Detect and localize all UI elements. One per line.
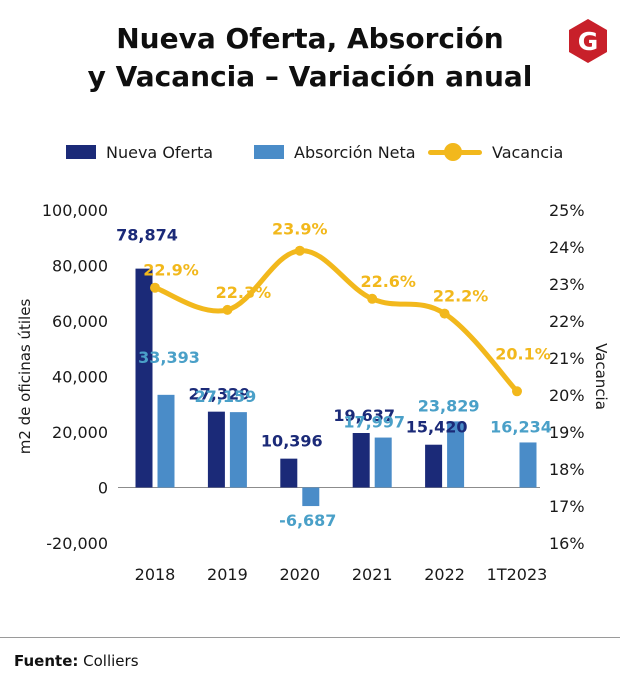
bar-absorcion-neta	[374, 437, 392, 488]
data-label-absorcion-neta: 23,829	[418, 396, 480, 415]
vacancia-point	[367, 293, 378, 304]
legend-label-nueva-oferta: Nueva Oferta	[106, 142, 214, 162]
bar-nueva-oferta	[207, 411, 225, 488]
bar-absorcion-neta	[519, 442, 537, 488]
data-label-nueva-oferta: 10,396	[261, 432, 323, 451]
data-label-absorcion-neta: 16,234	[490, 417, 552, 436]
y-tick-label: 80,000	[52, 257, 108, 276]
bar-absorcion-neta	[302, 487, 320, 507]
data-label-vacancia: 23.9%	[272, 220, 328, 239]
legend-swatch-vacancia	[428, 143, 482, 161]
chart-area: 100,000 80,000 60,000 40,000 20,000 0 -20,000 2…	[16, 201, 610, 584]
data-label-nueva-oferta: 27,329	[189, 385, 251, 404]
data-label-absorcion-neta: 33,393	[138, 348, 200, 367]
source-note: Fuente: Colliers	[14, 652, 139, 670]
source-value: Colliers	[83, 652, 139, 670]
data-label-vacancia: 22.2%	[433, 287, 489, 306]
x-tick-label: 1T2023	[487, 565, 548, 584]
legend-item-vacancia: Vacancia	[428, 140, 563, 164]
legend-item-absorcion-neta: Absorción Neta	[254, 140, 416, 164]
legend-item-nueva-oferta: Nueva Oferta	[66, 140, 213, 164]
y2-tick-label: 17%	[549, 497, 585, 516]
y-tick-label: 0	[98, 479, 108, 498]
y2-tick-label: 25%	[549, 201, 585, 220]
y-tick-label: 20,000	[52, 423, 108, 442]
bar-absorcion-neta	[229, 412, 247, 488]
data-label-nueva-oferta: 19,637	[333, 406, 395, 425]
data-label-absorcion-neta: -6,687	[279, 511, 336, 530]
x-tick-label: 2021	[352, 565, 393, 584]
y2-tick-label: 24%	[549, 238, 585, 257]
data-label-absorcion-neta: 17,997	[343, 413, 405, 432]
bar-absorcion-neta	[447, 421, 465, 488]
data-label-nueva-oferta: 78,874	[116, 226, 178, 245]
logo-letter: G	[578, 27, 599, 56]
y2-tick-label: 16%	[549, 534, 585, 553]
vacancia-point	[150, 282, 160, 293]
y2-tick-label: 19%	[549, 423, 585, 442]
brand-logo-icon: G	[569, 19, 607, 63]
data-label-absorcion-neta: 27,159	[195, 387, 257, 406]
y-tick-label: 60,000	[52, 312, 108, 331]
x-tick-label: 2019	[207, 565, 248, 584]
y-tick-label: -20,000	[46, 534, 108, 553]
bar-nueva-oferta	[135, 268, 153, 488]
y2-tick-label: 23%	[549, 275, 585, 294]
y2-axis-title: Vacancia	[592, 343, 610, 410]
x-tick-label: 2022	[424, 565, 465, 584]
chart-title-line2: y Vacancia – Variación anual	[87, 60, 533, 93]
chart-title: Nueva Oferta, Absorción y Vacancia – Var…	[0, 20, 620, 96]
legend-label-vacancia: Vacancia	[492, 142, 564, 162]
data-label-vacancia: 22.6%	[360, 272, 416, 291]
x-tick-label: 2020	[279, 565, 320, 584]
bar-nueva-oferta	[425, 444, 443, 488]
vacancia-point	[512, 386, 522, 397]
vacancia-point	[222, 304, 233, 315]
data-label-vacancia: 22.9%	[143, 261, 199, 280]
y2-tick-label: 22%	[549, 312, 585, 331]
chart-legend: Nueva Oferta Absorción Neta Vacancia	[0, 140, 620, 164]
legend-label-absorcion-neta: Absorción Neta	[294, 142, 416, 162]
legend-swatch-nueva-oferta	[66, 145, 96, 159]
logo-hexagon	[569, 19, 607, 63]
y2-tick-label: 20%	[549, 386, 585, 405]
source-label: Fuente:	[14, 652, 79, 670]
y-tick-label: 40,000	[52, 368, 108, 387]
bar-nueva-oferta	[352, 433, 370, 488]
chart-title-line1: Nueva Oferta, Absorción	[116, 22, 504, 55]
bar-nueva-oferta	[280, 458, 298, 488]
vacancia-line	[152, 248, 520, 394]
data-label-nueva-oferta: 15,420	[406, 418, 468, 437]
legend-swatch-absorcion-neta	[254, 145, 284, 159]
vacancia-point	[439, 308, 450, 319]
data-label-vacancia: 20.1%	[495, 344, 551, 363]
vacancia-point	[294, 245, 305, 256]
data-label-vacancia: 22.3%	[216, 283, 272, 302]
y-tick-label: 100,000	[42, 201, 108, 220]
y2-tick-label: 18%	[549, 460, 585, 479]
bar-absorcion-neta	[157, 394, 175, 488]
y-axis-title: m2 de oficinas útiles	[16, 299, 34, 455]
y2-tick-label: 21%	[549, 349, 585, 368]
footer-divider	[0, 637, 620, 638]
x-tick-label: 2018	[135, 565, 176, 584]
